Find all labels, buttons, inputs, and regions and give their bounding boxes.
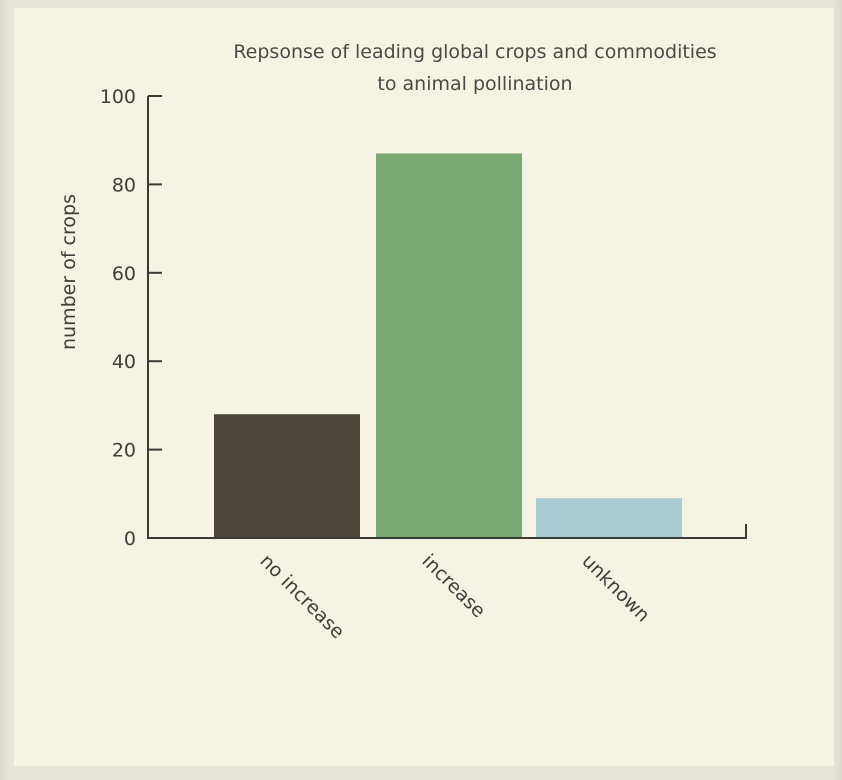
- category-labels: no increase increase unknown: [255, 550, 654, 643]
- bars: [214, 153, 682, 538]
- x-category-label: no increase: [255, 550, 348, 643]
- y-tick-label: 60: [112, 263, 136, 285]
- chart-title-line-2: to animal pollination: [377, 73, 572, 95]
- bar-increase: [376, 153, 522, 538]
- y-axis-ticks: 0 20 40 60 80 100: [100, 86, 162, 550]
- chart-title-line-1: Repsonse of leading global crops and com…: [233, 41, 716, 63]
- y-tick-label: 80: [112, 174, 136, 196]
- y-axis-title: number of crops: [58, 194, 80, 350]
- y-tick-label: 20: [112, 440, 136, 462]
- y-tick-label: 40: [112, 351, 136, 373]
- y-tick-label: 0: [124, 528, 136, 550]
- y-tick-label: 100: [100, 86, 136, 108]
- x-category-label: increase: [417, 550, 489, 622]
- x-category-label: unknown: [577, 550, 654, 627]
- bar-unknown: [536, 498, 682, 538]
- bar-no-increase: [214, 414, 360, 538]
